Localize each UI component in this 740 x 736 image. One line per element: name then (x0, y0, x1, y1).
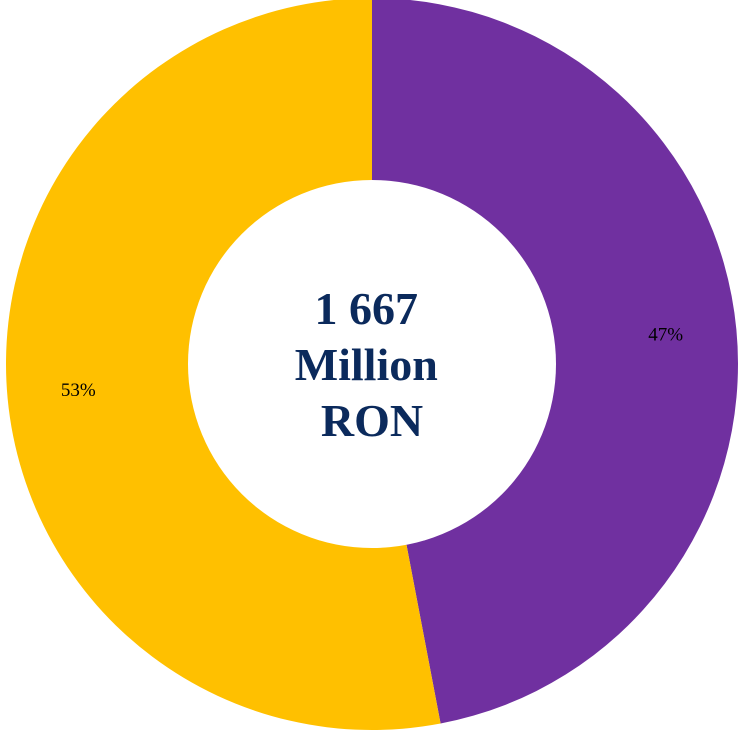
donut-hole (188, 180, 556, 548)
slice-labels: 47% 53% (61, 325, 683, 402)
center-total-unit-2: RON (321, 395, 423, 446)
center-total-value: 1 667 (315, 283, 419, 334)
slice-label-1: 53% (61, 380, 96, 401)
center-total-unit-1: Million (295, 339, 438, 390)
slice-label-0: 47% (648, 325, 683, 346)
center-total-label: 1 667 Million RON (295, 283, 450, 446)
